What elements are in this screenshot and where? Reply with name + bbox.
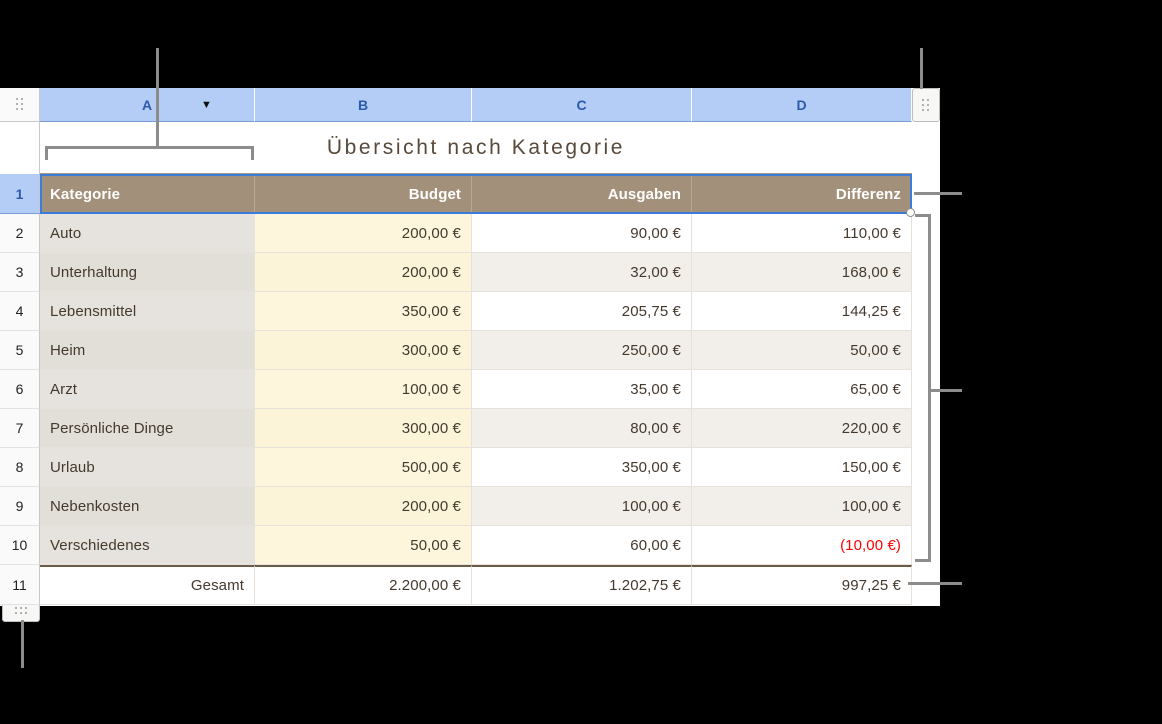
- callout-bracket-body-rows: [915, 214, 931, 562]
- row-gutter-6[interactable]: 6: [0, 370, 40, 409]
- table-cell-differenz[interactable]: 144,25 €: [692, 292, 912, 331]
- table-cell-differenz[interactable]: (10,00 €): [692, 526, 912, 565]
- row-gutter-11[interactable]: 11: [0, 565, 40, 605]
- table-cell-kategorie[interactable]: Auto: [40, 214, 255, 253]
- table-cell-differenz[interactable]: 50,00 €: [692, 331, 912, 370]
- row-gutter-1[interactable]: 1: [0, 174, 40, 214]
- grip-dots-icon: [14, 607, 28, 615]
- selection-resize-knob[interactable]: [906, 208, 915, 217]
- table-cell-ausgaben[interactable]: 32,00 €: [472, 253, 692, 292]
- table-cell-kategorie[interactable]: Nebenkosten: [40, 487, 255, 526]
- table-cell-differenz[interactable]: 168,00 €: [692, 253, 912, 292]
- callout-line-header-row: [914, 192, 962, 195]
- column-header-a-label: A: [141, 96, 153, 113]
- table-cell-differenz[interactable]: 220,00 €: [692, 409, 912, 448]
- table-header-cell-ausgaben[interactable]: Ausgaben: [472, 174, 692, 214]
- row-gutter-5[interactable]: 5: [0, 331, 40, 370]
- row-gutter-9[interactable]: 9: [0, 487, 40, 526]
- table-cell-budget[interactable]: 350,00 €: [255, 292, 472, 331]
- table-cell-ausgaben[interactable]: 205,75 €: [472, 292, 692, 331]
- row-gutter-3[interactable]: 3: [0, 253, 40, 292]
- column-handle-grip-icon[interactable]: [912, 88, 940, 122]
- table-cell-differenz[interactable]: 110,00 €: [692, 214, 912, 253]
- table-cell-ausgaben[interactable]: 250,00 €: [472, 331, 692, 370]
- table-cell-differenz[interactable]: 100,00 €: [692, 487, 912, 526]
- table-cell-budget[interactable]: 300,00 €: [255, 331, 472, 370]
- table-cell-ausgaben[interactable]: 60,00 €: [472, 526, 692, 565]
- table-cell-ausgaben[interactable]: 35,00 €: [472, 370, 692, 409]
- table-header-cell-budget[interactable]: Budget: [255, 174, 472, 214]
- table-footer-cell-budget[interactable]: 2.200,00 €: [255, 565, 472, 605]
- table-cell-budget[interactable]: 200,00 €: [255, 214, 472, 253]
- table-cell-kategorie[interactable]: Unterhaltung: [40, 253, 255, 292]
- callout-line-column-a: [156, 48, 159, 148]
- table-cell-differenz[interactable]: 65,00 €: [692, 370, 912, 409]
- table-footer-cell-ausgaben[interactable]: 1.202,75 €: [472, 565, 692, 605]
- row-gutter-10[interactable]: 10: [0, 526, 40, 565]
- column-header-c[interactable]: C: [472, 88, 692, 122]
- callout-line-column-handle: [920, 48, 923, 89]
- table-cell-budget[interactable]: 50,00 €: [255, 526, 472, 565]
- grip-dots-icon: [15, 98, 24, 111]
- column-header-d[interactable]: D: [692, 88, 912, 122]
- table-header-cell-differenz[interactable]: Differenz: [692, 174, 912, 214]
- column-header-b[interactable]: B: [255, 88, 472, 122]
- table-cell-ausgaben[interactable]: 80,00 €: [472, 409, 692, 448]
- table-cell-budget[interactable]: 200,00 €: [255, 253, 472, 292]
- column-header-b-label: B: [357, 96, 369, 113]
- callout-line-row-handle: [21, 620, 24, 668]
- table-cell-budget[interactable]: 200,00 €: [255, 487, 472, 526]
- row-gutter-4[interactable]: 4: [0, 292, 40, 331]
- table-cell-kategorie[interactable]: Lebensmittel: [40, 292, 255, 331]
- column-header-bar: A B C D: [0, 88, 940, 122]
- row-gutter-2[interactable]: 2: [0, 214, 40, 253]
- table-cell-budget[interactable]: 100,00 €: [255, 370, 472, 409]
- grip-dots-icon: [922, 98, 930, 112]
- callout-line-total-row: [908, 582, 962, 585]
- column-header-d-label: D: [796, 96, 807, 113]
- callout-line-body-rows: [928, 389, 962, 392]
- table-cell-ausgaben[interactable]: 90,00 €: [472, 214, 692, 253]
- table-cell-budget[interactable]: 500,00 €: [255, 448, 472, 487]
- table-cell-kategorie[interactable]: Arzt: [40, 370, 255, 409]
- column-header-a[interactable]: A: [40, 88, 255, 122]
- table-header-cell-kategorie[interactable]: Kategorie: [40, 174, 255, 214]
- table-cell-kategorie[interactable]: Heim: [40, 331, 255, 370]
- row-gutter-8[interactable]: 8: [0, 448, 40, 487]
- table-cell-kategorie[interactable]: Urlaub: [40, 448, 255, 487]
- callout-bracket-column-a: [45, 146, 254, 160]
- table-cell-ausgaben[interactable]: 100,00 €: [472, 487, 692, 526]
- row-gutter-title-spacer: [0, 122, 40, 174]
- table-footer-cell-differenz[interactable]: 997,25 €: [692, 565, 912, 605]
- table-cell-kategorie[interactable]: Verschiedenes: [40, 526, 255, 565]
- row-gutter-7[interactable]: 7: [0, 409, 40, 448]
- corner-grip-handle[interactable]: [0, 88, 40, 122]
- table-cell-ausgaben[interactable]: 350,00 €: [472, 448, 692, 487]
- table-cell-kategorie[interactable]: Persönliche Dinge: [40, 409, 255, 448]
- table-cell-budget[interactable]: 300,00 €: [255, 409, 472, 448]
- table-cell-differenz[interactable]: 150,00 €: [692, 448, 912, 487]
- page-title: Übersicht nach Kategorie: [326, 135, 626, 159]
- column-header-c-label: C: [576, 96, 587, 113]
- table-footer-cell-label[interactable]: Gesamt: [40, 565, 255, 605]
